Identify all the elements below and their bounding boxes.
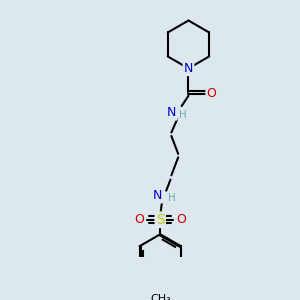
Text: N: N: [167, 106, 176, 119]
Text: O: O: [207, 87, 217, 100]
Text: O: O: [177, 213, 187, 226]
Text: N: N: [153, 189, 162, 202]
Text: H: H: [179, 110, 187, 120]
Text: N: N: [184, 62, 193, 75]
Text: S: S: [156, 213, 165, 227]
Text: H: H: [167, 193, 175, 202]
Text: O: O: [134, 213, 144, 226]
Text: CH₃: CH₃: [150, 294, 171, 300]
